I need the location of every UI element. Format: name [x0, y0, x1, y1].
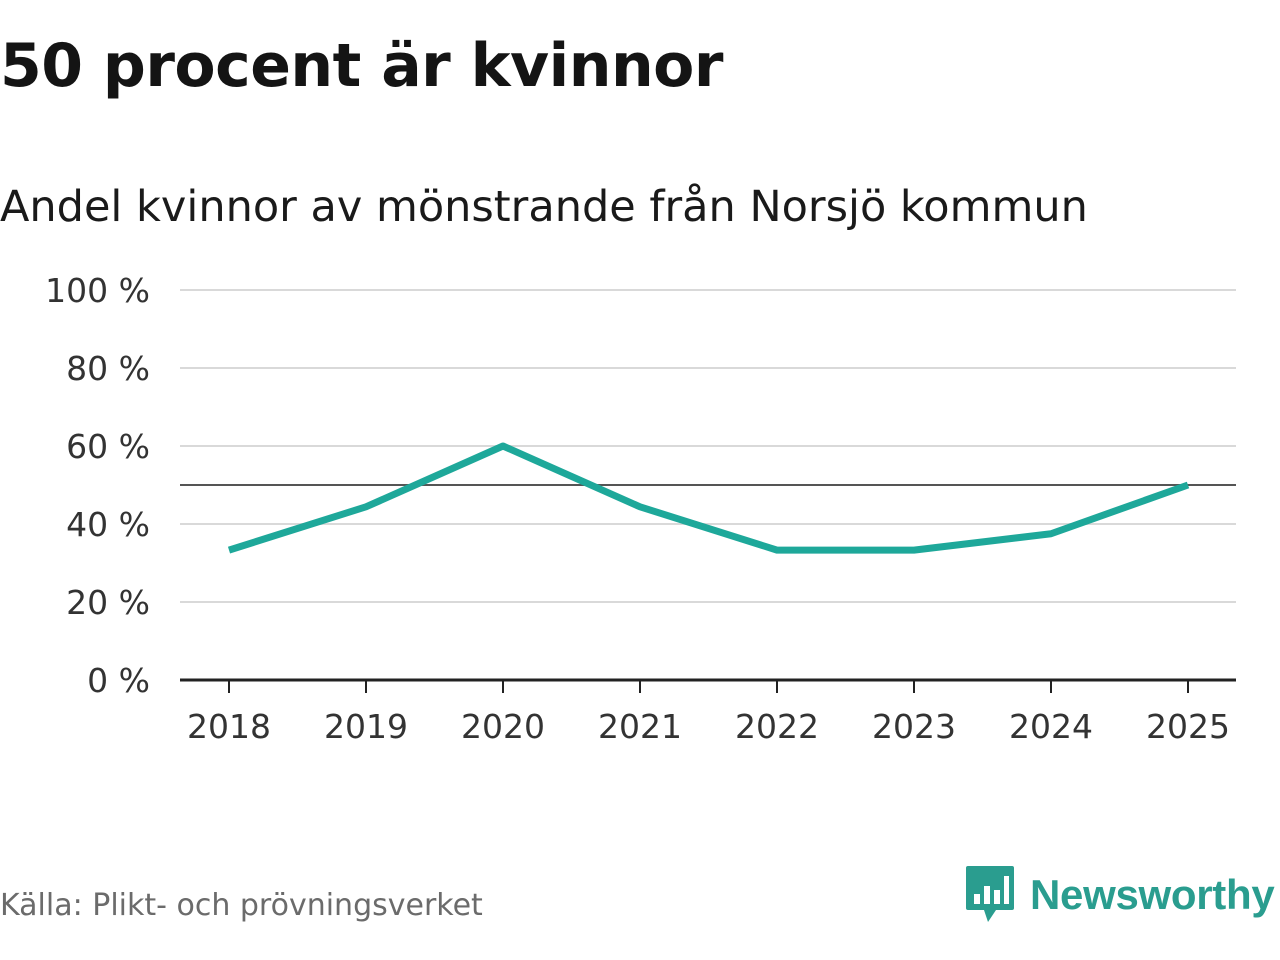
- y-tick-label: 40 %: [66, 505, 150, 544]
- y-tick-label: 20 %: [66, 583, 150, 622]
- series-line: [227, 442, 1190, 554]
- series-group: [227, 442, 1190, 554]
- y-axis: 0 % 20 % 40 % 60 % 80 % 100 %: [45, 271, 150, 700]
- x-tick-label: 2025: [1146, 707, 1230, 746]
- x-tick-label: 2020: [461, 707, 545, 746]
- x-tick-label: 2018: [187, 707, 271, 746]
- y-tick-label: 0 %: [87, 661, 150, 700]
- y-tick-label: 80 %: [66, 349, 150, 388]
- chart-title: 50 procent är kvinnor: [0, 31, 723, 101]
- gridlines: [180, 289, 1236, 603]
- y-tick-label: 100 %: [45, 271, 150, 310]
- x-axis: 2018 2019 2020 2021 2022 2023 2024 2025: [180, 678, 1236, 746]
- bar-chart-speech-bubble-icon: [966, 866, 1014, 922]
- chart-subtitle: Andel kvinnor av mönstrande från Norsjö …: [0, 182, 1088, 232]
- brand-name: Newsworthy: [1030, 871, 1275, 918]
- x-tick-label: 2021: [598, 707, 682, 746]
- x-tick-label: 2022: [735, 707, 819, 746]
- x-tick-label: 2023: [872, 707, 956, 746]
- x-tick-label: 2024: [1009, 707, 1093, 746]
- brand-logo: Newsworthy: [964, 864, 1275, 926]
- source-note: Källa: Plikt- och prövningsverket: [0, 888, 483, 923]
- y-tick-label: 60 %: [66, 427, 150, 466]
- x-tick-label: 2019: [324, 707, 408, 746]
